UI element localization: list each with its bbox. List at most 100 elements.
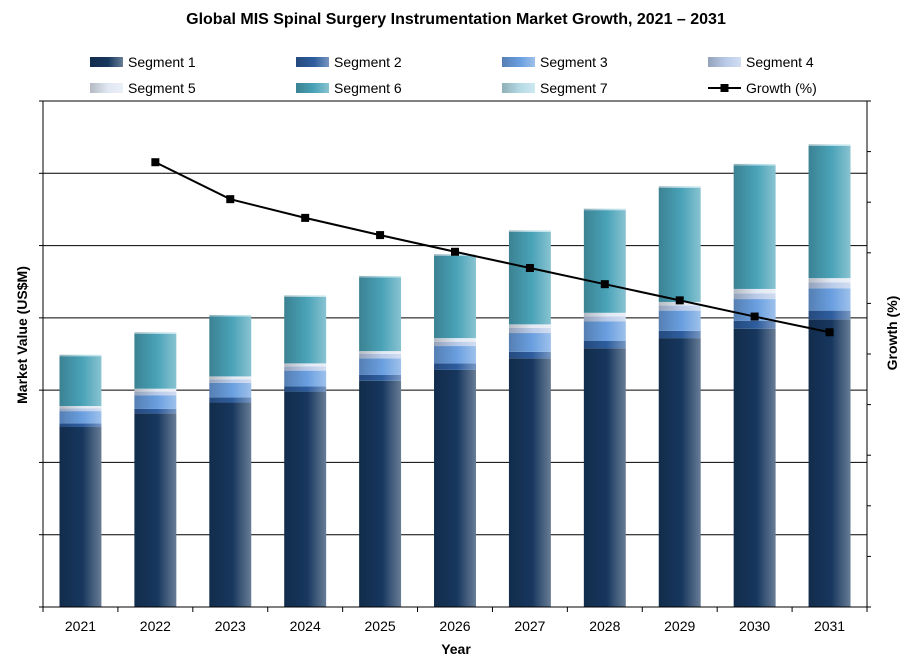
legend-label: Segment 1 (128, 54, 196, 70)
bar-segment-6 (733, 165, 776, 289)
bar-segment-5 (359, 351, 402, 354)
legend-label: Growth (%) (746, 80, 817, 96)
bar-segment-5 (284, 363, 327, 367)
bar-segment-4 (209, 379, 252, 383)
bar-segment-6 (583, 210, 626, 313)
bar-segment-6 (508, 231, 551, 325)
legend: Segment 1 Segment 2 Segment 3 Segment 4 Segm… (90, 54, 817, 96)
growth-marker (376, 231, 385, 240)
bar-segment-2 (658, 330, 701, 339)
legend-item: Growth (%) (708, 80, 817, 96)
bar-segment-2 (134, 408, 177, 414)
legend-item: Segment 5 (90, 80, 196, 96)
legend-label: Segment 5 (128, 80, 196, 96)
bar-segment-4 (134, 391, 177, 396)
legend-label: Segment 4 (746, 54, 814, 70)
x-tick-label: 2023 (215, 618, 246, 634)
bar-segment-3 (284, 370, 327, 387)
bar-segment-6 (658, 187, 701, 302)
bar-segment-3 (434, 346, 476, 364)
bar-segment-3 (134, 395, 177, 409)
legend-item: Segment 1 (90, 54, 196, 70)
bar-segment-6 (134, 333, 177, 389)
bar-segment-3 (808, 288, 851, 311)
bar-segment-3 (583, 321, 626, 341)
bar-segment-5 (808, 278, 851, 283)
bar-segment-5 (733, 288, 776, 294)
bar-segment-1 (284, 391, 327, 607)
bar-segment-3 (359, 358, 402, 375)
bar-segment-2 (508, 351, 551, 359)
legend-item: Segment 6 (296, 80, 402, 96)
x-tick-label: 2030 (739, 618, 770, 634)
bar-segment-2 (59, 423, 102, 428)
bar-segment-1 (359, 380, 402, 607)
bar-segment-3 (508, 333, 551, 352)
bar-segment-2 (359, 374, 402, 381)
bar-segment-7 (59, 354, 102, 357)
bar-segment-5 (134, 388, 177, 392)
bar-segment-4 (733, 293, 776, 300)
axes (39, 100, 871, 612)
x-tick-label: 2029 (664, 618, 695, 634)
bar-segment-4 (284, 366, 327, 371)
bar-segment-2 (583, 340, 626, 349)
legend-label: Segment 2 (334, 54, 402, 70)
bar-segment-2 (434, 363, 476, 370)
bar-segment-7 (808, 144, 851, 146)
legend-swatch (296, 83, 329, 93)
bar-segment-5 (59, 406, 102, 409)
bar-segment-4 (359, 354, 402, 359)
legend-swatch (502, 57, 535, 67)
legend-label: Segment 7 (540, 80, 608, 96)
x-tick-label: 2024 (290, 618, 321, 634)
x-tick-label: 2028 (589, 618, 620, 634)
bar-segment-4 (59, 408, 102, 412)
bar-segment-3 (59, 411, 102, 424)
bar-segment-5 (434, 338, 476, 342)
growth-line-path (154, 161, 830, 334)
bar-segment-4 (434, 341, 476, 347)
bars (59, 144, 851, 607)
bar-segment-6 (359, 277, 402, 352)
legend-label: Segment 6 (334, 80, 402, 96)
bar-segment-7 (134, 332, 177, 334)
bar-segment-7 (583, 208, 626, 211)
y2-axis-title: Growth (%) (884, 296, 900, 371)
legend-swatch (90, 57, 123, 67)
y-axis-title: Market Value (US$M) (14, 266, 30, 404)
bar-segment-4 (808, 282, 851, 289)
legend-item: Segment 4 (708, 54, 814, 70)
bar-segment-4 (658, 305, 701, 311)
bar-segment-7 (508, 230, 551, 232)
growth-marker (226, 195, 235, 204)
bar-segment-4 (508, 327, 551, 334)
x-tick-label: 2027 (514, 618, 545, 634)
bar-segment-7 (658, 186, 701, 188)
bar-segment-5 (583, 312, 626, 317)
legend-swatch (90, 83, 123, 93)
legend-item: Segment 3 (502, 54, 608, 70)
bar-segment-1 (434, 369, 476, 607)
legend-swatch (708, 57, 741, 67)
growth-line (151, 158, 834, 337)
x-tick-label: 2031 (814, 618, 845, 634)
legend-item: Segment 7 (502, 80, 608, 96)
bar-segment-7 (733, 163, 776, 166)
bar-segment-1 (508, 358, 551, 607)
bar-segment-3 (733, 299, 776, 321)
bar-segment-2 (209, 397, 252, 403)
legend-swatch (502, 83, 535, 93)
x-tick-labels: 2021 2022 2023 2024 2025 2026 2027 2028 2029 2030… (65, 618, 845, 634)
bar-segment-1 (59, 427, 102, 607)
growth-marker (151, 158, 160, 167)
growth-marker (451, 247, 459, 256)
bar-segment-3 (658, 310, 701, 331)
bar-segment-1 (658, 338, 701, 607)
growth-marker (301, 213, 310, 222)
bar-segment-7 (209, 314, 252, 317)
growth-marker (750, 312, 759, 321)
growth-marker (675, 296, 684, 305)
bar-segment-4 (583, 316, 626, 322)
legend-label: Segment 3 (540, 54, 608, 70)
